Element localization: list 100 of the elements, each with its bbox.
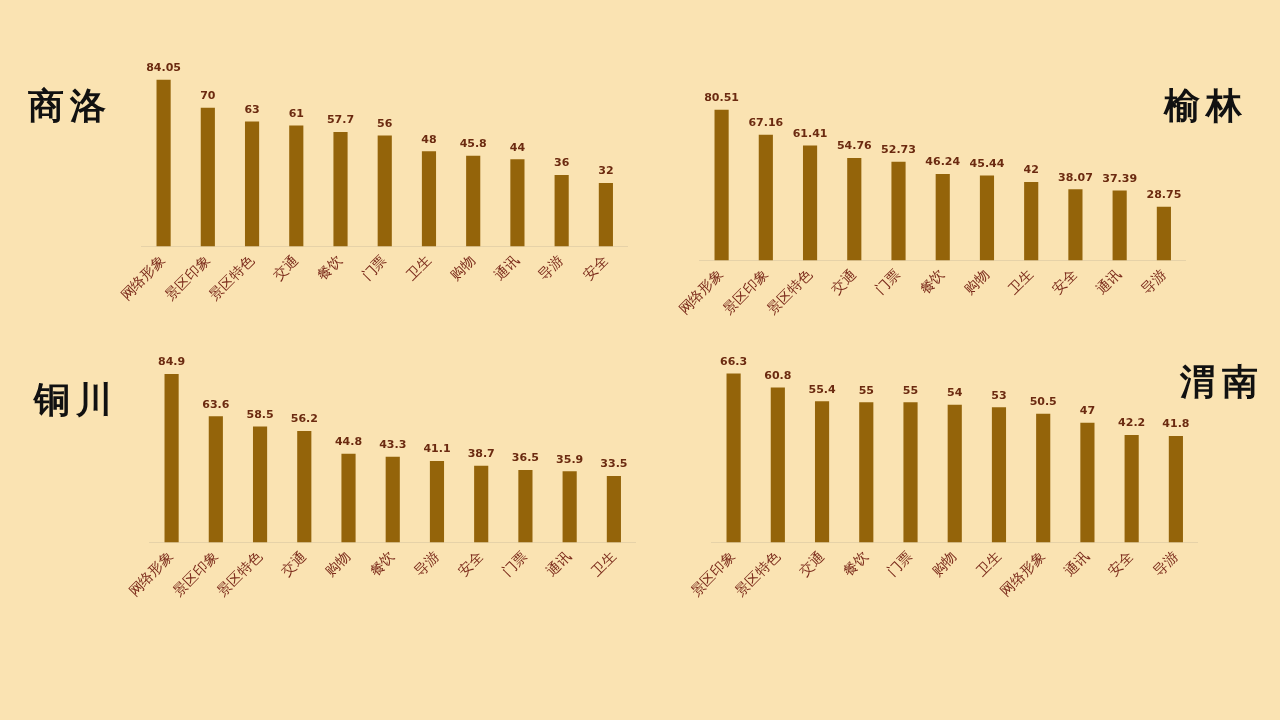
x-tick-label: 导游 xyxy=(1137,265,1169,297)
data-label: 43.3 xyxy=(379,437,407,451)
x-tick-label: 购物 xyxy=(928,547,960,579)
data-label: 56.2 xyxy=(290,412,318,426)
data-label: 55.4 xyxy=(808,382,836,396)
x-tick-label: 购物 xyxy=(446,251,478,283)
bar xyxy=(510,159,525,247)
x-tick-label: 安全 xyxy=(579,251,611,283)
data-label: 57.7 xyxy=(326,113,355,127)
bar xyxy=(1124,434,1139,543)
bar xyxy=(377,135,392,247)
x-tick-label: 安全 xyxy=(1105,547,1137,579)
bar xyxy=(554,175,569,247)
bar xyxy=(726,373,741,543)
x-tick-label: 交通 xyxy=(269,251,301,283)
data-label: 67.16 xyxy=(748,116,784,130)
bar xyxy=(164,374,179,543)
chart-title: 榆林 xyxy=(1164,83,1248,128)
data-label: 38.7 xyxy=(467,447,495,461)
x-tick-label: 餐饮 xyxy=(916,265,948,297)
bar xyxy=(429,461,445,543)
data-label: 84.9 xyxy=(158,355,186,369)
bar xyxy=(947,404,962,543)
x-tick-label: 交通 xyxy=(827,265,859,297)
data-label: 35.9 xyxy=(556,452,584,466)
bar xyxy=(979,175,995,261)
data-label: 28.75 xyxy=(1146,188,1182,202)
bar xyxy=(385,456,400,543)
x-tick-label: 餐饮 xyxy=(314,251,346,283)
data-label: 53 xyxy=(991,388,1007,402)
bar xyxy=(244,121,260,247)
bar xyxy=(1068,189,1083,261)
bar xyxy=(333,132,348,247)
data-label: 46.24 xyxy=(925,155,961,169)
bar xyxy=(208,416,223,543)
data-label: 42.2 xyxy=(1118,416,1146,430)
chart-title: 渭南 xyxy=(1180,359,1264,404)
data-label: 45.44 xyxy=(969,156,1005,170)
data-label: 61.41 xyxy=(792,126,828,140)
bar xyxy=(156,79,171,247)
bar xyxy=(297,431,312,543)
bar xyxy=(847,157,862,261)
x-tick-label: 餐饮 xyxy=(366,547,398,579)
data-label: 33.5 xyxy=(600,457,628,471)
data-label: 70 xyxy=(200,89,216,103)
x-tick-label: 卫生 xyxy=(972,547,1004,579)
data-label: 84.05 xyxy=(146,61,181,75)
data-label: 52.73 xyxy=(881,143,916,157)
data-label: 44 xyxy=(509,140,526,154)
bar xyxy=(598,183,613,247)
bar xyxy=(991,407,1007,543)
x-tick-label: 通讯 xyxy=(543,547,575,579)
bar xyxy=(518,470,533,543)
bar xyxy=(474,465,489,543)
x-tick-label: 安全 xyxy=(454,547,486,579)
x-tick-label: 门票 xyxy=(358,251,390,283)
x-tick-label: 交通 xyxy=(277,547,309,579)
data-label: 32 xyxy=(598,164,614,178)
x-tick-label: 通讯 xyxy=(1093,265,1125,297)
data-label: 47 xyxy=(1079,404,1096,418)
x-tick-label: 卫生 xyxy=(1004,265,1036,297)
x-tick-label: 通讯 xyxy=(491,251,523,283)
data-label: 80.51 xyxy=(704,91,739,105)
data-label: 50.5 xyxy=(1029,395,1057,409)
x-tick-label: 餐饮 xyxy=(839,547,871,579)
data-label: 45.8 xyxy=(459,137,487,151)
data-label: 38.07 xyxy=(1058,170,1093,184)
chart-title: 商洛 xyxy=(28,83,112,128)
bar xyxy=(1156,206,1171,261)
bar xyxy=(1168,435,1183,543)
x-tick-label: 卫生 xyxy=(587,547,619,579)
x-tick-label: 卫生 xyxy=(402,251,434,283)
data-label: 60.8 xyxy=(764,368,792,382)
data-label: 48 xyxy=(421,132,437,146)
bar xyxy=(770,387,785,543)
data-label: 54 xyxy=(947,386,963,400)
bar xyxy=(891,161,906,261)
x-tick-label: 通讯 xyxy=(1061,547,1093,579)
x-tick-label: 安全 xyxy=(1049,265,1081,297)
bar xyxy=(1036,413,1051,543)
bar xyxy=(466,155,481,247)
x-tick-label: 门票 xyxy=(499,547,531,579)
bar xyxy=(606,476,621,543)
data-label: 55 xyxy=(902,383,919,397)
x-tick-label: 购物 xyxy=(322,547,354,579)
x-tick-label: 导游 xyxy=(535,251,567,283)
data-label: 54.76 xyxy=(836,139,873,153)
bar xyxy=(252,426,268,543)
bar xyxy=(200,107,215,247)
bar xyxy=(903,402,918,543)
data-label: 56 xyxy=(377,116,393,130)
bar xyxy=(562,471,577,543)
data-label: 66.3 xyxy=(720,354,748,368)
data-label: 41.1 xyxy=(423,442,451,456)
x-tick-label: 导游 xyxy=(410,547,442,579)
data-label: 63 xyxy=(244,102,260,116)
data-label: 42 xyxy=(1023,163,1039,177)
bar xyxy=(814,401,830,543)
data-label: 61 xyxy=(288,106,304,120)
x-tick-label: 门票 xyxy=(884,547,916,579)
